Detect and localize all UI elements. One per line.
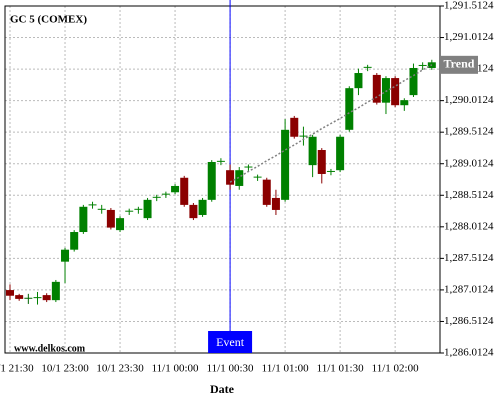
candle-body (51, 281, 60, 301)
y-tick-label: 1,287.0124 (444, 283, 494, 295)
event-label: Event (216, 335, 245, 349)
candle-body (281, 129, 290, 200)
candle-body (381, 78, 390, 103)
x-tick-label: 11/1 01:30 (317, 363, 364, 375)
candle-body (262, 179, 271, 205)
candle-body (372, 74, 381, 103)
candle-body (207, 161, 216, 200)
x-tick-label: 10/1 23:30 (96, 363, 144, 375)
x-tick-label: 11/1 00:30 (207, 363, 254, 375)
candle-body (61, 249, 70, 262)
candle-body (42, 295, 51, 301)
event-label-box (208, 331, 253, 353)
y-tick-label: 1,288.5124 (444, 189, 494, 201)
candle-body (70, 232, 79, 250)
candle-body (400, 100, 409, 106)
y-tick-label: 1,288.0124 (444, 220, 494, 232)
candle-body (180, 177, 189, 205)
y-tick-label: 1,291.0124 (444, 31, 494, 43)
y-tick-label: 1,289.5124 (444, 126, 494, 138)
y-tick-label: 1,287.5124 (444, 252, 494, 264)
y-tick-label: 1,290.0124 (444, 94, 494, 106)
candle-body (6, 290, 14, 296)
candle-body (198, 199, 207, 215)
candle-body (189, 204, 198, 219)
chart-title: GC 5 (COMEX) (10, 14, 87, 26)
candle-body (226, 170, 235, 185)
x-tick-label: 11/1 02:00 (372, 363, 419, 375)
candle-body (15, 295, 24, 299)
candle-body (271, 197, 280, 210)
y-tick-label: 1,289.0124 (444, 157, 494, 169)
x-axis-label: Date (210, 382, 235, 396)
candle-body (235, 170, 244, 186)
candle-body (106, 209, 115, 228)
plot-frame (4, 5, 441, 354)
x-tick-label: 11/1 01:00 (262, 363, 309, 375)
candle-body (354, 73, 363, 89)
candle-body (143, 199, 152, 219)
x-tick-label: 10/1 23:00 (41, 363, 89, 375)
x-tick-label: 10/1 21:30 (0, 363, 34, 375)
trend-label-box (440, 55, 478, 74)
candle-body (336, 136, 345, 171)
candle-body (409, 67, 418, 96)
trend-line (229, 64, 433, 183)
y-tick-label: 1,291.5124 (444, 0, 494, 12)
candle-body (345, 88, 354, 130)
candle-body (79, 206, 88, 233)
y-tick-label: 1,286.5124 (444, 315, 494, 327)
watermark: www.delkos.com (14, 343, 86, 354)
candle-body (391, 78, 400, 106)
candle-body (171, 185, 180, 193)
candle-body (290, 117, 299, 137)
trend-label: Trend (444, 57, 475, 71)
candle-body (317, 149, 326, 174)
y-tick-label: 1,286.0124 (444, 347, 494, 359)
x-tick-label: 11/1 00:00 (152, 363, 199, 375)
candle-body (116, 218, 125, 231)
candle-body (308, 136, 317, 166)
